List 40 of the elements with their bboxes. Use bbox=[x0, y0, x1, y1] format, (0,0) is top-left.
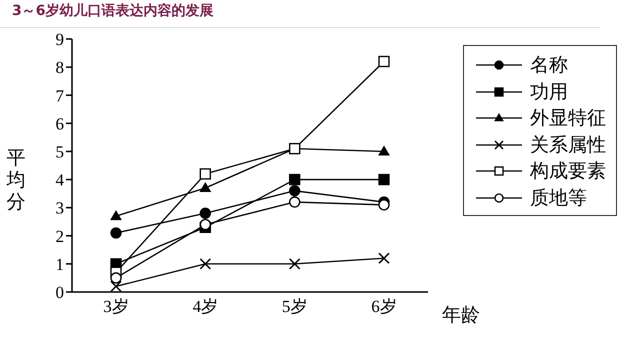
point bbox=[200, 258, 212, 270]
point bbox=[378, 174, 390, 186]
y-tick-label: 5 bbox=[56, 142, 64, 162]
point bbox=[200, 182, 211, 192]
point bbox=[378, 146, 390, 156]
point bbox=[200, 208, 211, 219]
legend-label: 外显特征 bbox=[530, 107, 606, 132]
y-tick-label: 9 bbox=[56, 30, 64, 50]
chart-title: 3～6岁幼儿口语表达内容的发展 bbox=[12, 2, 214, 20]
y-tick-label: 4 bbox=[56, 170, 64, 190]
point bbox=[378, 252, 390, 264]
point bbox=[289, 196, 300, 208]
point bbox=[110, 280, 122, 292]
point bbox=[110, 227, 122, 239]
legend-label: 质地等 bbox=[530, 186, 587, 211]
y-tick-label: 2 bbox=[56, 226, 64, 246]
x-tick-label: 5岁 bbox=[282, 297, 308, 316]
x-tick-label: 6岁 bbox=[371, 297, 397, 316]
point bbox=[289, 185, 300, 196]
y-tick-label: 1 bbox=[56, 254, 64, 274]
x-tick-label: 4岁 bbox=[192, 297, 218, 316]
point bbox=[200, 168, 211, 180]
legend-label: 功用 bbox=[530, 80, 568, 105]
x-tick-label: 3岁 bbox=[103, 297, 129, 316]
legend-label: 构成要素 bbox=[530, 160, 606, 184]
point bbox=[110, 210, 122, 220]
point bbox=[289, 174, 300, 186]
point bbox=[378, 56, 390, 68]
point bbox=[378, 199, 390, 211]
legend-label: 关系属性 bbox=[530, 134, 606, 158]
point bbox=[288, 258, 300, 270]
y-tick-label: 7 bbox=[56, 86, 64, 106]
y-axis-title: 平均分 bbox=[6, 148, 26, 214]
y-tick-label: 0 bbox=[56, 283, 64, 302]
y-tick-label: 8 bbox=[56, 58, 64, 78]
y-tick-label: 3 bbox=[56, 198, 64, 218]
point bbox=[200, 218, 211, 230]
legend-label: 名称 bbox=[530, 54, 568, 78]
y-tick-label: 6 bbox=[56, 114, 64, 134]
x-axis-title: 年龄 bbox=[442, 304, 480, 328]
